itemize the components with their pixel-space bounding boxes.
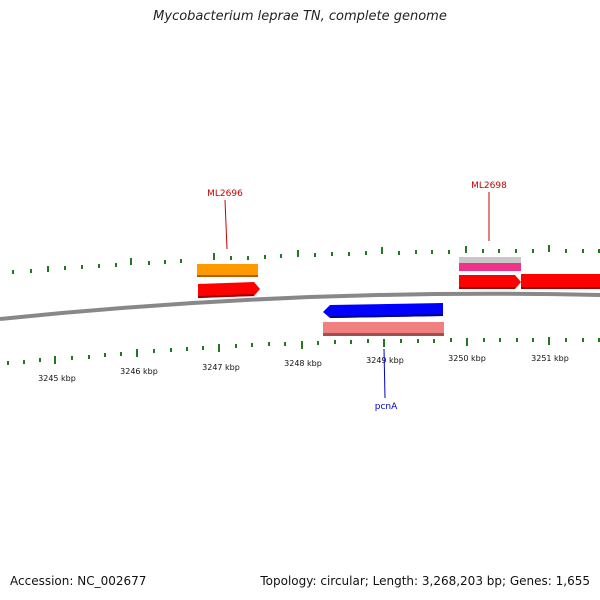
tick-label-3248: 3248 kbp xyxy=(284,359,322,368)
gene-feature-pink[interactable] xyxy=(459,263,521,271)
tick-label-3250: 3250 kbp xyxy=(448,354,486,363)
gene-feature-pcna[interactable] xyxy=(323,322,444,335)
genome-summary-text: Topology: circular; Length: 3,268,203 bp… xyxy=(260,574,590,588)
cds-arrow-pcna[interactable] xyxy=(323,303,443,318)
gene-label-ml2698[interactable]: ML2698 xyxy=(471,181,507,191)
gene-label-ml2696[interactable]: ML2696 xyxy=(207,189,243,199)
gene-feature-gray[interactable] xyxy=(459,257,521,263)
cds-arrow-ml2698[interactable] xyxy=(459,275,521,289)
gene-feature-shadow xyxy=(197,275,258,277)
genome-backbone xyxy=(0,291,600,321)
cds-arrow-shadow xyxy=(459,287,515,289)
tick-label-3251: 3251 kbp xyxy=(531,354,569,363)
label-line-ml2696 xyxy=(224,199,228,250)
upper-tick-row xyxy=(12,245,600,274)
tick-label-3245: 3245 kbp xyxy=(38,374,76,383)
cds-arrow-shadow xyxy=(198,294,254,298)
tick-label-3247: 3247 kbp xyxy=(202,363,240,372)
label-line-pcna xyxy=(383,348,386,399)
tick-label-3249: 3249 kbp xyxy=(366,356,404,365)
cds-feature-shadow xyxy=(521,287,600,289)
tick-label-3246: 3246 kbp xyxy=(120,367,158,376)
cds-feature-next[interactable] xyxy=(521,274,600,289)
gene-feature-ml2696[interactable] xyxy=(197,264,258,277)
map-title: Mycobacterium leprae TN, complete genome xyxy=(153,9,447,24)
lower-tick-row xyxy=(7,337,600,365)
accession-text: Accession: NC_002677 xyxy=(10,574,147,588)
cds-arrow-shadow xyxy=(330,314,443,318)
cds-arrow-ml2696[interactable] xyxy=(198,282,260,298)
gene-feature-shadow xyxy=(323,333,444,336)
gene-label-pcna[interactable]: pcnA xyxy=(375,402,398,412)
